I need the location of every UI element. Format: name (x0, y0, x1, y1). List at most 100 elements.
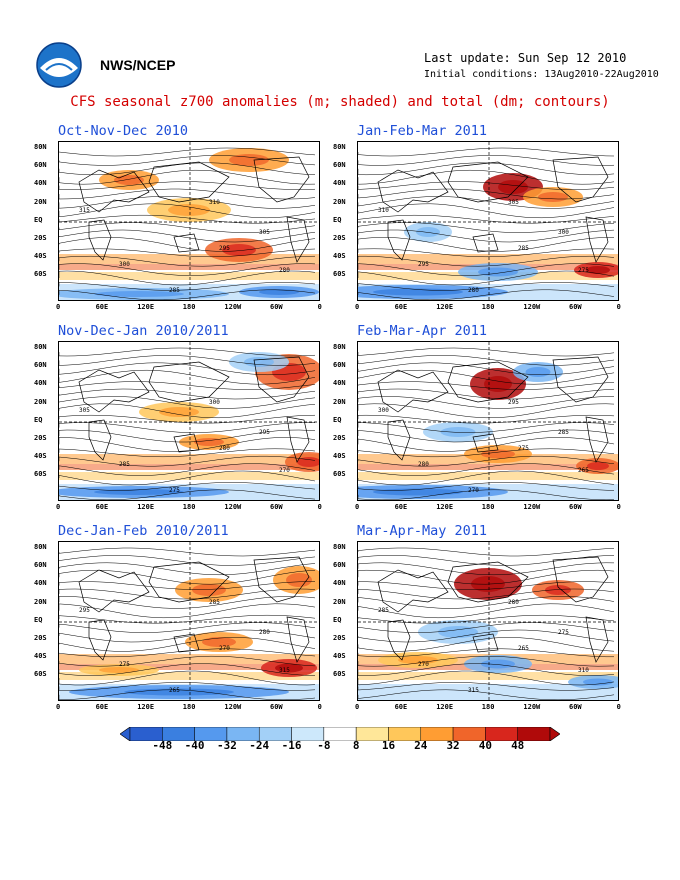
contour-line (59, 422, 316, 433)
anomaly-core (297, 457, 319, 467)
contour-line (59, 362, 316, 376)
x-tick-label: 0 (317, 503, 322, 511)
anomaly-core (244, 357, 274, 367)
contour-line (358, 381, 615, 390)
contour-line (358, 422, 615, 433)
contour-line (59, 429, 316, 443)
contour-label: 270 (279, 467, 290, 474)
x-tick-label: 0 (355, 303, 360, 311)
colorbar-tick-label: -8 (317, 739, 331, 752)
y-tick-label: 40S (34, 652, 47, 661)
colorbar-arrow-left (120, 727, 131, 741)
x-tick-label: 120W (523, 503, 541, 511)
y-tick-label: 80N (34, 543, 47, 551)
map-plot: 300 295 285 280 275 270 265 (357, 341, 619, 501)
contour-line (59, 603, 316, 619)
y-tick-label: 20S (333, 234, 346, 242)
x-tick-label: 60E (95, 703, 109, 711)
map-svg: 285 280 275 270 265 315 310 (358, 542, 618, 700)
contour-label: 275 (578, 267, 589, 274)
contour-line (358, 196, 615, 209)
contour-line (358, 596, 615, 609)
contour-line (358, 622, 615, 633)
contour-line (358, 162, 615, 176)
contour-line (59, 196, 316, 209)
y-tick-label: 20S (34, 634, 47, 642)
x-tick-label: 0 (317, 303, 322, 311)
noaa-logo (36, 42, 82, 88)
contour-label: 280 (259, 629, 270, 636)
coastline (552, 356, 609, 403)
contour-line (59, 470, 316, 486)
contour-label: 300 (378, 407, 389, 414)
map-plot: 310 305 300 295 285 280 275 (357, 141, 619, 301)
coastline (253, 156, 310, 203)
contour-label: 285 (209, 599, 220, 606)
y-tick-label: 40N (333, 379, 346, 388)
x-tick-label: 120E (137, 703, 155, 711)
contour-line (358, 562, 615, 576)
x-tick-label: 60W (270, 503, 283, 511)
contour-line (358, 455, 615, 467)
contour-label: 315 (468, 687, 479, 694)
contour-line (358, 569, 615, 585)
map-svg: 295 285 280 275 270 265 315 (59, 542, 319, 700)
contour-line (59, 222, 316, 233)
coastline (377, 369, 449, 413)
contour-label: 280 (508, 599, 519, 606)
y-tick-label: 20N (34, 597, 47, 606)
panel-title: Feb-Mar-Apr 2011 (357, 323, 488, 339)
x-tick-label: 180 (481, 503, 495, 511)
contour-line (358, 670, 615, 686)
panel-title: Oct-Nov-Dec 2010 (58, 123, 189, 139)
contour-line (59, 237, 316, 252)
contour-line (358, 682, 615, 691)
anomaly-band (358, 672, 618, 680)
contour-line (358, 437, 615, 452)
contour-label: 315 (279, 667, 290, 674)
contour-label: 300 (209, 399, 220, 406)
x-tick-label: 120E (137, 503, 155, 511)
y-tick-label: EQ (333, 615, 342, 624)
contour-label: 280 (418, 461, 429, 468)
y-tick-label: 20N (333, 597, 346, 606)
y-tick-label: 40N (333, 579, 346, 588)
y-tick-label: 40S (333, 652, 346, 661)
x-tick-label: 120E (436, 303, 454, 311)
colorbar-tick-label: 16 (381, 739, 396, 752)
contour-line (358, 270, 615, 286)
contour-line (59, 655, 316, 667)
contour-line (59, 648, 316, 658)
contour-label: 305 (259, 229, 270, 236)
contour-line (59, 437, 316, 452)
contour-line (59, 214, 316, 224)
anomaly-core (481, 449, 515, 459)
coastline (286, 616, 310, 663)
contour-line (358, 169, 615, 185)
y-tick-label: EQ (333, 215, 342, 224)
y-tick-label: 20S (34, 434, 47, 442)
colorbar-tick-label: 40 (478, 739, 492, 752)
contour-line (358, 396, 615, 409)
coastline (253, 356, 310, 403)
x-tick-label: 120E (436, 503, 454, 511)
y-tick-label: 40S (34, 452, 47, 461)
anomaly-band (59, 464, 319, 470)
y-tick-label: 80N (333, 343, 346, 351)
x-tick-label: 60W (569, 703, 582, 711)
contour-line (59, 482, 316, 491)
contour-label: 270 (219, 645, 230, 652)
coastline (472, 633, 499, 653)
x-tick-label: 120W (224, 703, 242, 711)
x-tick-label: 120E (137, 303, 155, 311)
y-tick-label: 80N (333, 543, 346, 551)
contour-label: 275 (558, 629, 569, 636)
contour-label: 270 (418, 661, 429, 668)
x-tick-label: 60W (569, 303, 582, 311)
contour-label: 285 (518, 245, 529, 252)
coastline (472, 233, 499, 253)
contour-line (59, 448, 316, 458)
y-tick-label: 60N (333, 361, 346, 370)
contour-line (59, 629, 316, 643)
contour-line (59, 369, 316, 385)
